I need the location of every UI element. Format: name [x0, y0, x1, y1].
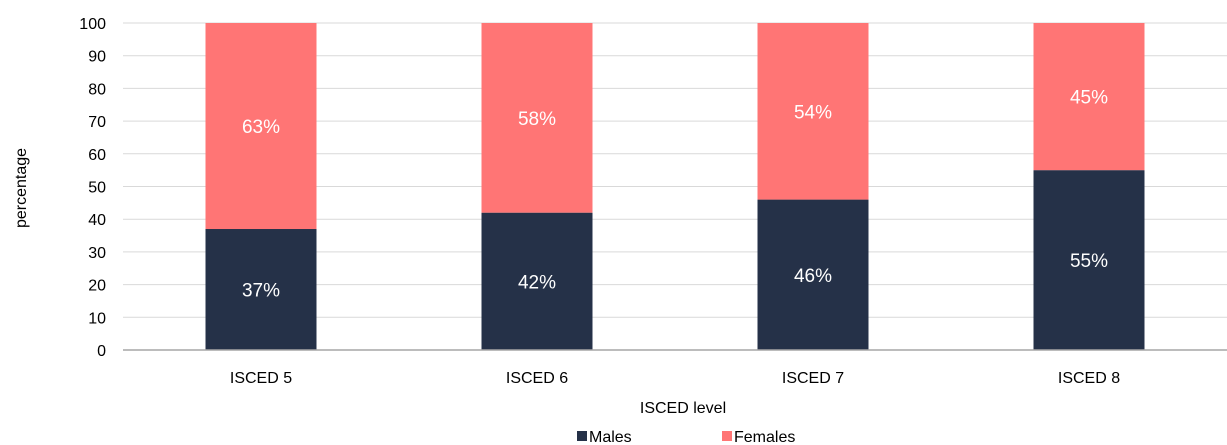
legend: Males Females [577, 429, 795, 445]
legend-label-males: Males [589, 429, 632, 445]
bar-females-2 [481, 23, 593, 213]
y-tick-label: 10 [88, 310, 106, 327]
data-label-males: 46% [794, 266, 832, 287]
y-tick-label: 60 [88, 147, 106, 164]
x-tick-label: ISCED 8 [1058, 370, 1120, 387]
y-tick-label: 70 [88, 114, 106, 131]
data-label-females: 54% [794, 102, 832, 123]
y-tick-label: 50 [88, 180, 106, 197]
y-tick-label: 40 [88, 212, 106, 229]
bar-males-2 [481, 212, 593, 350]
y-tick-label: 100 [79, 16, 106, 33]
y-tick-label: 80 [88, 81, 106, 98]
bar-females-4 [1033, 23, 1145, 171]
data-label-females: 58% [518, 109, 556, 130]
data-labels: 37% 63% 42% 58% 46% 54% 55% 45% [242, 88, 1108, 302]
data-label-males: 42% [518, 272, 556, 293]
x-tick-label: ISCED 6 [506, 370, 568, 387]
bar-males-4 [1033, 170, 1145, 350]
y-axis-title: percentage [13, 148, 30, 228]
legend-label-females: Females [734, 429, 795, 445]
data-label-males: 55% [1070, 251, 1108, 272]
data-label-females: 63% [242, 117, 280, 138]
y-tick-label: 90 [88, 49, 106, 66]
legend-swatch-females [722, 431, 732, 441]
x-tick-label: ISCED 7 [782, 370, 844, 387]
bar-males-3 [757, 199, 869, 350]
y-tick-label: 0 [97, 343, 106, 360]
legend-swatch-males [577, 431, 587, 441]
x-tick-label: ISCED 5 [230, 370, 292, 387]
x-axis-title: ISCED level [640, 400, 726, 417]
y-tick-label: 20 [88, 278, 106, 295]
bar-females-1 [205, 23, 317, 230]
data-label-females: 45% [1070, 88, 1108, 109]
axes: 0 10 20 30 40 50 60 70 80 90 100 ISCED 5 ISCED 6 ISCE… [79, 16, 1227, 387]
bar-males-1 [205, 229, 317, 350]
data-label-males: 37% [242, 281, 280, 302]
y-tick-label: 30 [88, 245, 106, 262]
bars [205, 23, 1145, 350]
bar-females-3 [757, 23, 869, 200]
